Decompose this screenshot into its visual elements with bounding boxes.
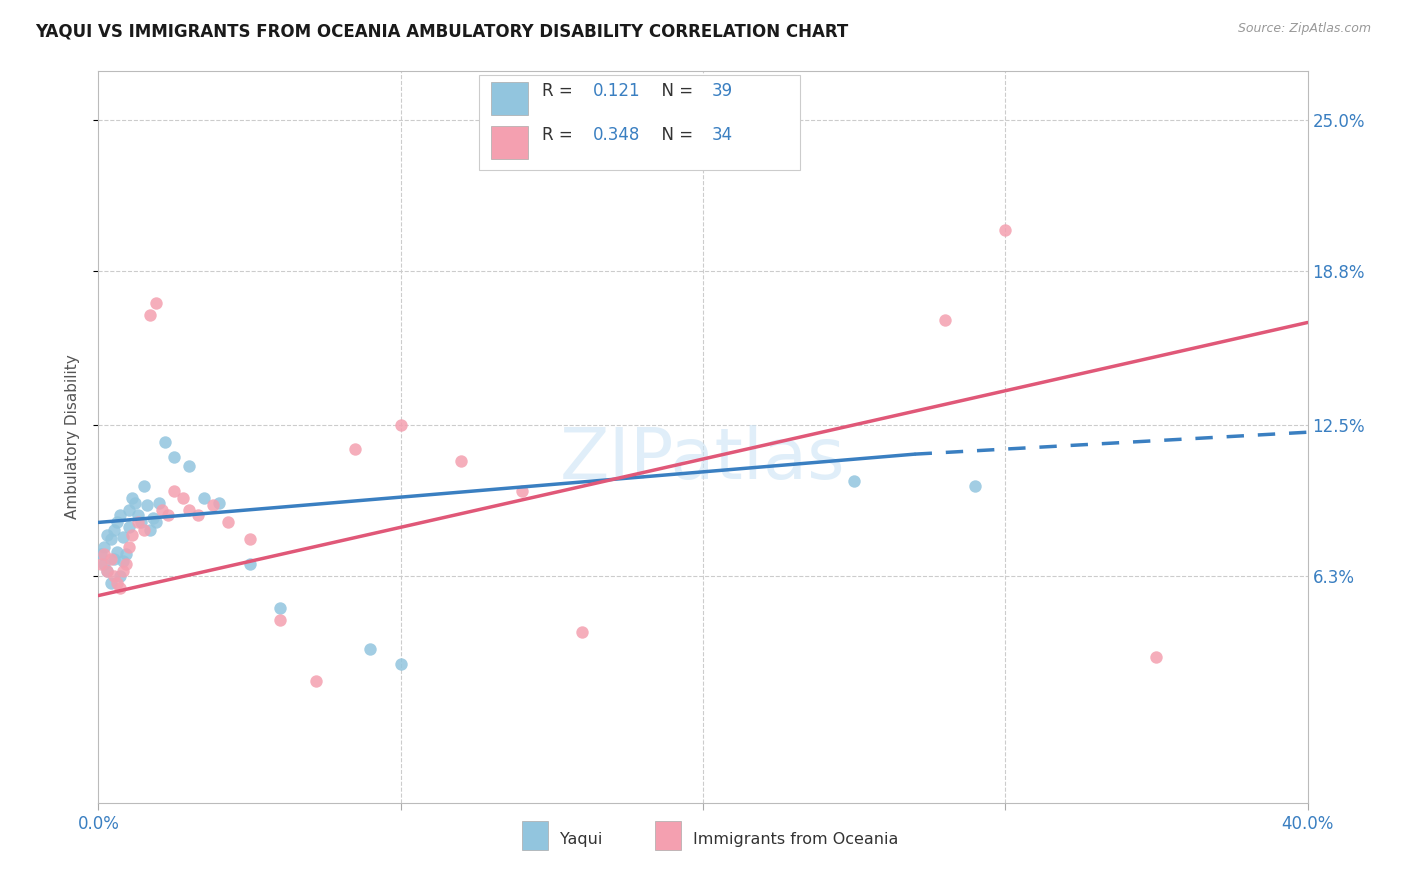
- Point: [965, 479, 987, 493]
- Point: [193, 491, 215, 505]
- Point: [100, 552, 122, 566]
- Point: [145, 516, 167, 530]
- Text: 39: 39: [711, 82, 733, 100]
- Point: [114, 557, 136, 571]
- Y-axis label: Ambulatory Disability: Ambulatory Disability: [65, 355, 80, 519]
- Point: [172, 491, 194, 505]
- Point: [269, 613, 291, 627]
- Point: [132, 479, 155, 493]
- Point: [239, 557, 262, 571]
- Point: [100, 533, 122, 547]
- Point: [187, 508, 209, 522]
- Point: [135, 499, 157, 513]
- Point: [510, 483, 533, 498]
- Point: [217, 516, 239, 530]
- Point: [93, 557, 115, 571]
- Point: [360, 642, 382, 657]
- Text: 0.348: 0.348: [593, 126, 640, 145]
- Point: [105, 544, 128, 558]
- Point: [163, 483, 186, 498]
- FancyBboxPatch shape: [479, 75, 800, 170]
- Point: [127, 516, 149, 530]
- Point: [121, 491, 143, 505]
- Point: [139, 308, 162, 322]
- Point: [389, 657, 412, 671]
- Text: ZIPatlas: ZIPatlas: [560, 425, 846, 493]
- Point: [179, 503, 201, 517]
- Point: [108, 508, 131, 522]
- Text: YAQUI VS IMMIGRANTS FROM OCEANIA AMBULATORY DISABILITY CORRELATION CHART: YAQUI VS IMMIGRANTS FROM OCEANIA AMBULAT…: [35, 22, 848, 40]
- Text: N =: N =: [651, 126, 699, 145]
- Point: [105, 576, 128, 591]
- Point: [103, 569, 125, 583]
- Point: [124, 496, 146, 510]
- Text: R =: R =: [543, 126, 578, 145]
- Point: [132, 523, 155, 537]
- Text: 34: 34: [711, 126, 733, 145]
- Point: [156, 508, 179, 522]
- Point: [96, 527, 118, 541]
- Bar: [522, 821, 548, 850]
- Point: [118, 503, 141, 517]
- Point: [344, 442, 367, 457]
- Point: [108, 581, 131, 595]
- Text: 0.121: 0.121: [593, 82, 641, 100]
- Text: R =: R =: [543, 82, 578, 100]
- Point: [96, 564, 118, 578]
- Point: [389, 417, 412, 432]
- Point: [90, 557, 112, 571]
- Point: [93, 547, 115, 561]
- Point: [844, 474, 866, 488]
- Point: [153, 434, 176, 449]
- Point: [108, 569, 131, 583]
- Text: N =: N =: [651, 82, 699, 100]
- Text: Source: ZipAtlas.com: Source: ZipAtlas.com: [1237, 22, 1371, 36]
- Point: [208, 496, 231, 510]
- Point: [103, 552, 125, 566]
- Point: [111, 530, 134, 544]
- Point: [129, 516, 152, 530]
- Point: [163, 450, 186, 464]
- Text: Yaqui: Yaqui: [561, 832, 603, 847]
- Point: [114, 547, 136, 561]
- Point: [202, 499, 225, 513]
- Point: [90, 547, 112, 561]
- Point: [103, 523, 125, 537]
- Point: [139, 523, 162, 537]
- Bar: [492, 126, 527, 159]
- Point: [305, 673, 328, 688]
- Point: [96, 564, 118, 578]
- Point: [239, 533, 262, 547]
- Point: [127, 508, 149, 522]
- Point: [571, 625, 593, 640]
- Point: [150, 503, 173, 517]
- Point: [142, 510, 165, 524]
- Point: [118, 520, 141, 534]
- Point: [148, 496, 170, 510]
- Point: [934, 313, 956, 327]
- Point: [994, 223, 1017, 237]
- Point: [105, 516, 128, 530]
- Bar: [492, 82, 527, 115]
- Point: [269, 600, 291, 615]
- Point: [118, 540, 141, 554]
- Point: [111, 554, 134, 568]
- Text: Immigrants from Oceania: Immigrants from Oceania: [693, 832, 898, 847]
- Point: [100, 576, 122, 591]
- Point: [93, 540, 115, 554]
- Point: [1144, 649, 1167, 664]
- Point: [450, 454, 472, 468]
- Point: [179, 459, 201, 474]
- Point: [145, 296, 167, 310]
- Point: [111, 564, 134, 578]
- Bar: [655, 821, 682, 850]
- Point: [121, 527, 143, 541]
